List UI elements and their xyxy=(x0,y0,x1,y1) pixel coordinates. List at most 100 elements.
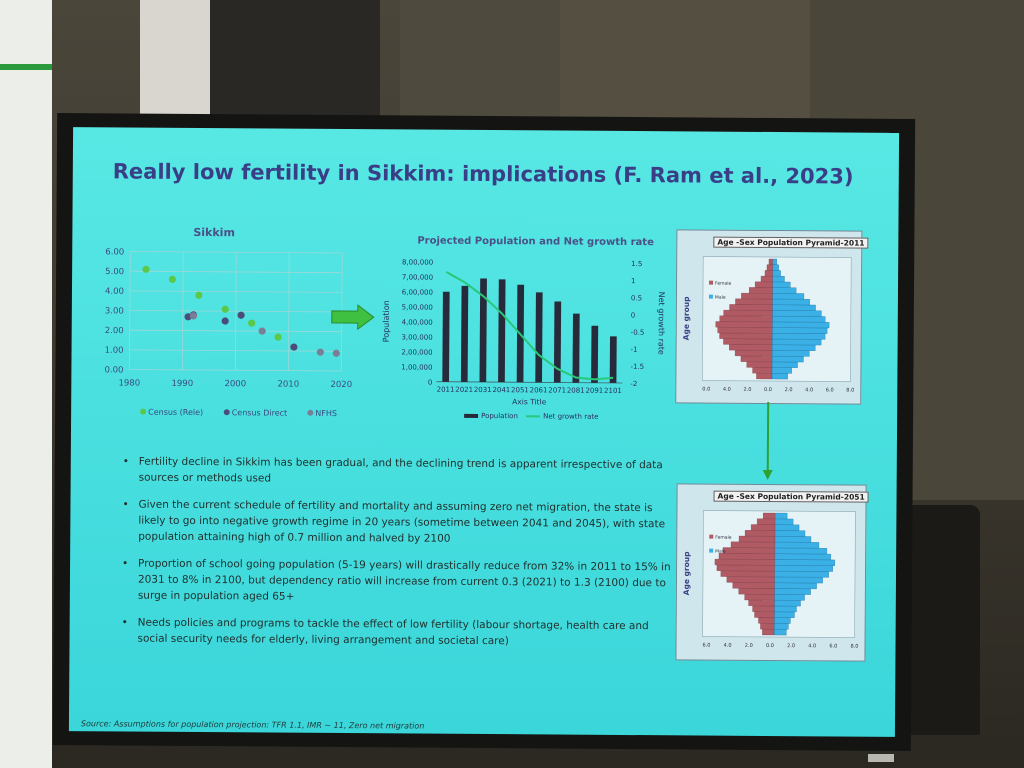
pyramid-bar-right xyxy=(772,287,797,294)
x-tick-label: 2000 xyxy=(224,379,246,389)
pyramid-bar-right xyxy=(772,333,826,340)
pyramid-bar-right xyxy=(772,316,826,323)
x-tick-label: 2011 xyxy=(437,386,455,394)
pyramid-bar-left xyxy=(758,617,775,624)
pyramid-bar-right xyxy=(774,536,812,543)
pyramid-bar-right xyxy=(774,524,800,531)
y-tick-label: 0 xyxy=(428,379,433,387)
pyramid-bar-right xyxy=(774,623,789,630)
x-tick-label: 4.0 xyxy=(724,643,732,649)
pyramid-bar-left xyxy=(726,576,775,583)
population-bar xyxy=(479,278,487,383)
pyramid-bar-left xyxy=(735,298,773,305)
pyramid-bar-right xyxy=(772,276,785,283)
x-tick-label: 2031 xyxy=(474,386,492,394)
pyramid-bar-right xyxy=(772,344,816,351)
x-tick-label: 2.0 xyxy=(785,387,793,393)
pyramid-bar-right xyxy=(774,559,835,566)
scatter-chart-title: Sikkim xyxy=(193,225,235,240)
x-tick-label: 2041 xyxy=(492,386,510,394)
pyramid-bar-left xyxy=(740,355,773,363)
side-banner xyxy=(0,0,52,768)
pyramid-bar-right xyxy=(772,321,830,329)
data-point xyxy=(142,265,150,273)
legend-marker xyxy=(464,413,479,418)
pyramid-bar-right xyxy=(772,270,781,277)
pyramid-bar-right xyxy=(774,629,787,636)
gridline-v xyxy=(182,251,184,370)
y-tick-label: 4,00,000 xyxy=(402,318,433,326)
pyramid-bar-left xyxy=(716,564,775,572)
pyramid-bar-right xyxy=(774,530,806,537)
x-tick-label: 1980 xyxy=(118,378,140,388)
pyramid-bar-right xyxy=(772,293,805,300)
y-tick-label: 7,00,000 xyxy=(402,273,433,281)
pyramid-bar-right xyxy=(774,565,833,572)
data-point xyxy=(221,305,229,313)
legend-marker xyxy=(140,408,147,415)
pyramid-bar-left xyxy=(768,258,774,265)
y-tick-label: 5,00,000 xyxy=(402,303,433,311)
pyramid-bar-right xyxy=(774,594,805,601)
pyramid-2051-chart: Age group Female Male 6.0 4.0 2.0 0.0 2.0 4.0 6.0… xyxy=(682,510,859,650)
gridline-v xyxy=(235,252,237,371)
pyramid-bar-left xyxy=(762,628,775,636)
legend-label: Net growth rate xyxy=(543,412,598,420)
bullet-item: Needs policies and programs to tackle th… xyxy=(117,614,677,650)
x-tick-label: 8.0 xyxy=(851,644,859,650)
bullet-item: Fertility decline in Sikkim has been gra… xyxy=(119,453,679,489)
pyramid-bar-left xyxy=(756,518,776,525)
pyramid-bar-right xyxy=(775,512,788,520)
x-tick-label: 6.0 xyxy=(826,387,834,393)
legend-label: Male xyxy=(715,295,726,301)
y-tick-label: 2.00 xyxy=(105,326,124,336)
floor-lamp xyxy=(905,505,980,735)
y-tick-label: 5.00 xyxy=(105,267,124,277)
x-tick-label: 2071 xyxy=(548,386,566,394)
pyramid-bar-left xyxy=(744,530,776,537)
pyramid-2011-panel: Age -Sex Population Pyramid-2011 Age gro… xyxy=(675,229,869,405)
pyramid-bar-left xyxy=(748,599,775,607)
data-point xyxy=(221,317,229,325)
pyramid-bar-left xyxy=(717,327,773,334)
x-tick-label: 6.0 xyxy=(703,643,711,649)
y2-tick-label: -1 xyxy=(631,346,638,354)
legend-marker xyxy=(223,409,230,416)
y-axis-title: Age group xyxy=(682,551,691,595)
wall-panel xyxy=(400,0,560,125)
pyramid-bar-right xyxy=(774,611,795,618)
slide-title: Really low fertility in Sikkim: implicat… xyxy=(112,159,854,189)
population-bar xyxy=(572,313,580,383)
bullet-list: Fertility decline in Sikkim has been gra… xyxy=(117,453,678,661)
wall-label xyxy=(868,754,894,762)
y2-tick-label: 0.5 xyxy=(631,294,642,302)
projection-chart: 0 1,00,000 2,00,000 3,00,000 4,00,000 5,00,00… xyxy=(382,258,666,420)
pyramid-bar-right xyxy=(772,356,804,363)
pyramid-bar-right xyxy=(772,298,810,306)
dark-doorway xyxy=(210,0,380,125)
pyramid-bar-right xyxy=(774,570,829,578)
gridline-v xyxy=(129,251,131,370)
pyramid-bar-left xyxy=(744,594,775,601)
pyramid-bar-right xyxy=(772,281,791,288)
population-bar xyxy=(460,285,469,382)
pyramid-bar-left xyxy=(730,541,776,549)
y2-tick-label: -1.5 xyxy=(630,363,644,371)
pyramid-bar-left xyxy=(764,270,773,277)
pyramid-bar-left xyxy=(754,611,775,618)
pyramid-bar-left xyxy=(763,512,776,519)
source-note: Source: Assumptions for population proje… xyxy=(80,719,425,731)
x-tick-label: 4.0 xyxy=(808,643,816,649)
pyramid-bar-right xyxy=(772,350,810,357)
pyramid-bar-left xyxy=(752,605,775,612)
pyramid-bar-right xyxy=(771,367,792,374)
data-point xyxy=(258,327,266,335)
pyramid-bar-left xyxy=(719,332,773,340)
legend-marker xyxy=(708,294,713,299)
x-tick-label: 2020 xyxy=(330,380,352,390)
x-tick-label: 2010 xyxy=(277,380,299,390)
pyramid-2051-panel: Age -Sex Population Pyramid-2051 Age gro… xyxy=(675,483,869,662)
data-point xyxy=(274,333,282,341)
x-tick-label: 2051 xyxy=(511,386,529,394)
y-tick-label: 8,00,000 xyxy=(402,258,433,266)
